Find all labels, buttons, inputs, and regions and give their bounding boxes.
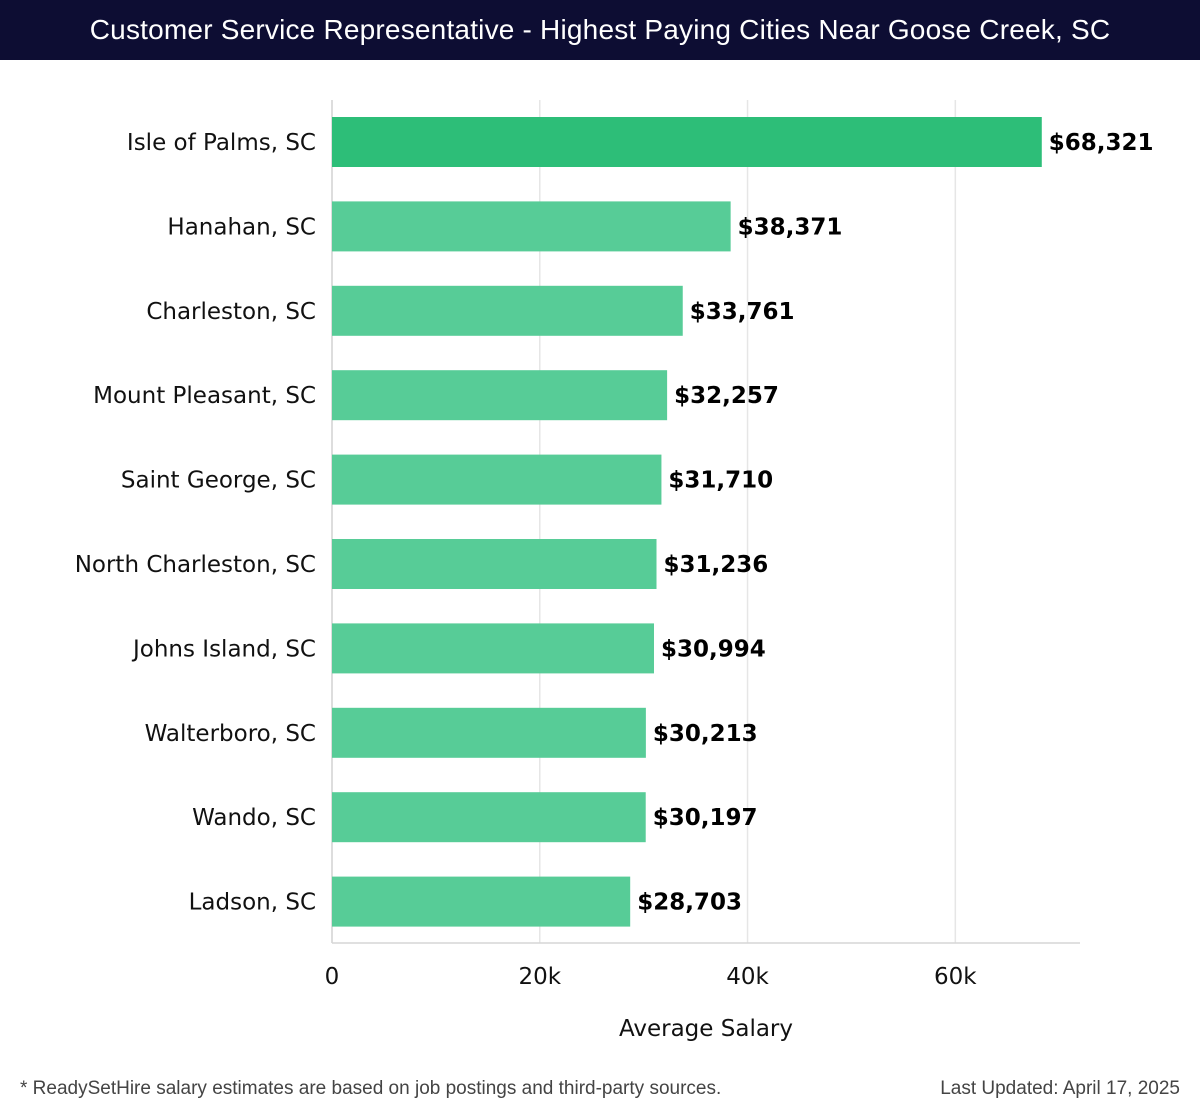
category-label: Wando, SC: [192, 805, 316, 831]
value-label: $68,321: [1049, 130, 1154, 156]
category-label: Isle of Palms, SC: [127, 130, 316, 156]
x-tick-label: 40k: [726, 964, 769, 990]
footer-disclaimer: * ReadySetHire salary estimates are base…: [20, 1078, 722, 1099]
bar: [332, 539, 657, 589]
category-label: North Charleston, SC: [75, 552, 316, 578]
category-label: Ladson, SC: [189, 890, 316, 916]
category-label: Charleston, SC: [146, 299, 316, 325]
value-label: $33,761: [690, 299, 795, 325]
bar: [332, 285, 683, 336]
salary-bar-chart: 0 20k 40k 60k Isle of Palms, SC $68,321 Hanaha…: [75, 100, 1154, 1042]
category-label: Saint George, SC: [121, 468, 316, 494]
x-tick-label: 20k: [518, 964, 561, 990]
bars: [332, 117, 1042, 927]
value-label: $30,197: [653, 805, 758, 831]
labels: 0 20k 40k 60k Isle of Palms, SC $68,321 Hanaha…: [75, 130, 1154, 990]
value-label: $32,257: [674, 383, 779, 409]
bar: [332, 707, 646, 758]
bar: [332, 370, 668, 421]
x-tick-label: 0: [325, 964, 340, 990]
value-label: $31,236: [664, 552, 769, 578]
bar: [332, 117, 1042, 167]
bar: [332, 876, 631, 927]
value-label: $31,710: [668, 468, 773, 494]
bar: [332, 201, 731, 252]
value-label: $28,703: [637, 890, 742, 916]
x-axis-title: Average Salary: [619, 1016, 793, 1042]
footer-last-updated: Last Updated: April 17, 2025: [940, 1078, 1180, 1099]
category-label: Johns Island, SC: [131, 636, 316, 662]
chart-title: Customer Service Representative - Highes…: [89, 14, 1111, 45]
value-label: $38,371: [738, 214, 843, 240]
bar: [332, 623, 654, 674]
value-label: $30,213: [653, 721, 758, 747]
bar: [332, 792, 646, 843]
category-label: Mount Pleasant, SC: [93, 383, 316, 409]
value-label: $30,994: [661, 636, 766, 662]
category-label: Walterboro, SC: [145, 721, 316, 747]
category-label: Hanahan, SC: [167, 214, 316, 240]
bar: [332, 454, 662, 505]
x-tick-label: 60k: [934, 964, 977, 990]
chart-title-bar: Customer Service Representative - Highes…: [0, 0, 1200, 60]
